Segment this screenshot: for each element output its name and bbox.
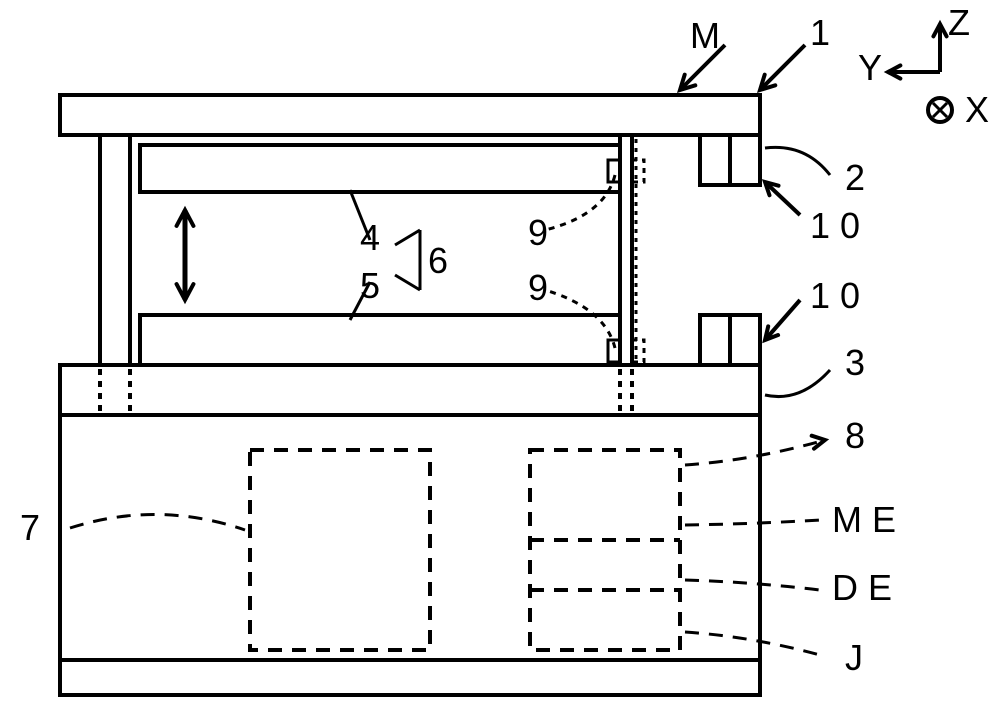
axis-label-y: Y: [858, 47, 882, 88]
dashed-box-left: [250, 450, 430, 650]
label-10b: 1 0: [810, 275, 860, 316]
label-6: 6: [428, 240, 448, 281]
technical-diagram: Z Y X 1 M 2 1 0 1 0 3 8 M E D E J 7 4 5 6 9 9: [0, 0, 1000, 723]
plate-lower: [140, 315, 620, 365]
axis-label-z: Z: [948, 2, 970, 43]
label-J: J: [845, 637, 863, 678]
left-post: [100, 135, 130, 365]
label-9b: 9: [528, 267, 548, 308]
dashed-box-right: [530, 450, 680, 650]
label-DE: D E: [832, 567, 892, 608]
label-1: 1: [810, 12, 830, 53]
label-7: 7: [20, 507, 40, 548]
axis-label-x: X: [965, 89, 989, 130]
plate-upper: [140, 145, 620, 192]
label-9a: 9: [528, 212, 548, 253]
label-ME: M E: [832, 499, 896, 540]
label-3: 3: [845, 342, 865, 383]
top-bar: [60, 95, 760, 135]
label-2: 2: [845, 157, 865, 198]
label-4: 4: [360, 217, 380, 258]
label-8: 8: [845, 415, 865, 456]
bottom-rail: [60, 660, 760, 695]
label-M: M: [690, 15, 720, 56]
label-5: 5: [360, 265, 380, 306]
label-10a: 1 0: [810, 205, 860, 246]
